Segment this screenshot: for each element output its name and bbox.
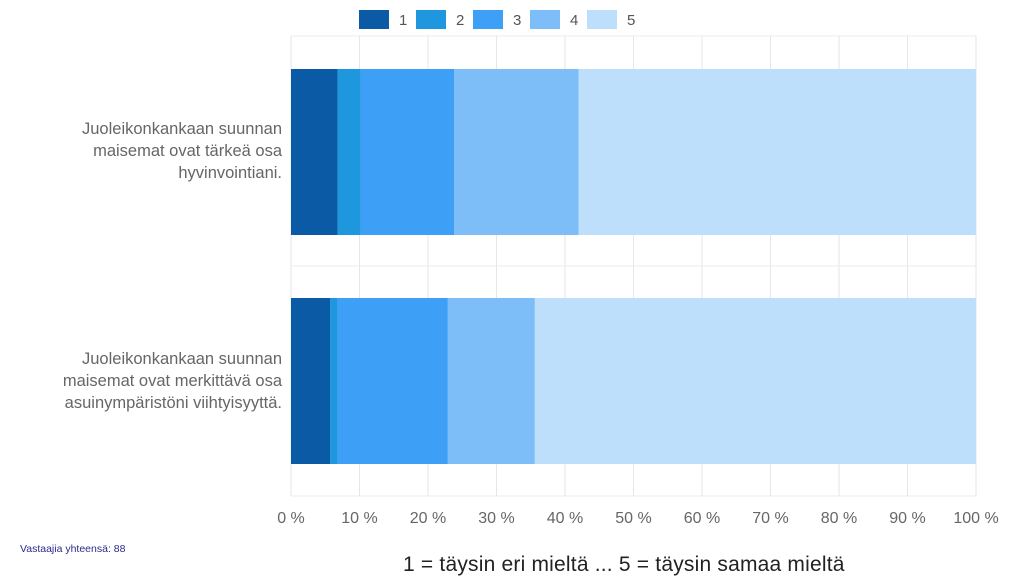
x-tick-label: 80 % xyxy=(821,510,857,527)
legend-swatch xyxy=(416,10,446,29)
category-label-line: maisemat ovat merkittävä osa xyxy=(62,372,282,390)
x-tick-label: 20 % xyxy=(410,510,446,527)
bar-segment xyxy=(337,69,361,235)
x-tick-label: 30 % xyxy=(478,510,514,527)
bar-segment xyxy=(291,298,331,464)
x-tick-label: 0 % xyxy=(277,510,305,527)
category-label-line: maisemat ovat tärkeä osa xyxy=(93,142,282,160)
respondent-total: Vastaajia yhteensä: 88 xyxy=(20,543,126,555)
x-tick-label: 100 % xyxy=(953,510,998,527)
legend-label: 4 xyxy=(570,12,578,29)
legend-label: 1 xyxy=(399,12,407,29)
x-tick-label: 60 % xyxy=(684,510,720,527)
x-tick-label: 70 % xyxy=(752,510,788,527)
legend-swatch xyxy=(359,10,389,29)
legend-swatch xyxy=(587,10,617,29)
category-label: Juoleikonkankaan suunnan maisemat ovat me… xyxy=(20,348,282,414)
legend-label: 3 xyxy=(513,12,521,29)
bar-segment xyxy=(337,298,448,464)
bar-segment xyxy=(454,69,579,235)
bar-segment xyxy=(447,298,535,464)
legend-label: 5 xyxy=(627,12,635,29)
x-tick-label: 40 % xyxy=(547,510,583,527)
scale-note: 1 = täysin eri mieltä ... 5 = täysin sam… xyxy=(403,553,845,576)
category-label: Juoleikonkankaan suunnan maisemat ovat tä… xyxy=(20,118,282,184)
bar-segment xyxy=(578,69,976,235)
bars xyxy=(291,69,976,464)
bar-segment xyxy=(330,298,338,464)
x-axis-ticks: 0 % 10 % 20 % 30 % 40 % 50 % 60 % 70 % 80 % 90 % 1… xyxy=(277,510,998,527)
legend: 1 2 3 4 5 xyxy=(359,10,635,29)
category-label-line: asuinympäristöni viihtyisyyttä. xyxy=(64,394,282,412)
bar-segment xyxy=(360,69,455,235)
legend-swatch xyxy=(530,10,560,29)
x-tick-label: 10 % xyxy=(341,510,377,527)
category-label-line: hyvinvointiani. xyxy=(178,164,282,182)
bar-segment xyxy=(291,69,338,235)
legend-label: 2 xyxy=(456,12,464,29)
category-label-line: Juoleikonkankaan suunnan xyxy=(82,350,282,368)
bar-segment xyxy=(534,298,976,464)
legend-swatch xyxy=(473,10,503,29)
x-tick-label: 50 % xyxy=(615,510,651,527)
category-label-line: Juoleikonkankaan suunnan xyxy=(82,120,282,138)
x-tick-label: 90 % xyxy=(889,510,925,527)
